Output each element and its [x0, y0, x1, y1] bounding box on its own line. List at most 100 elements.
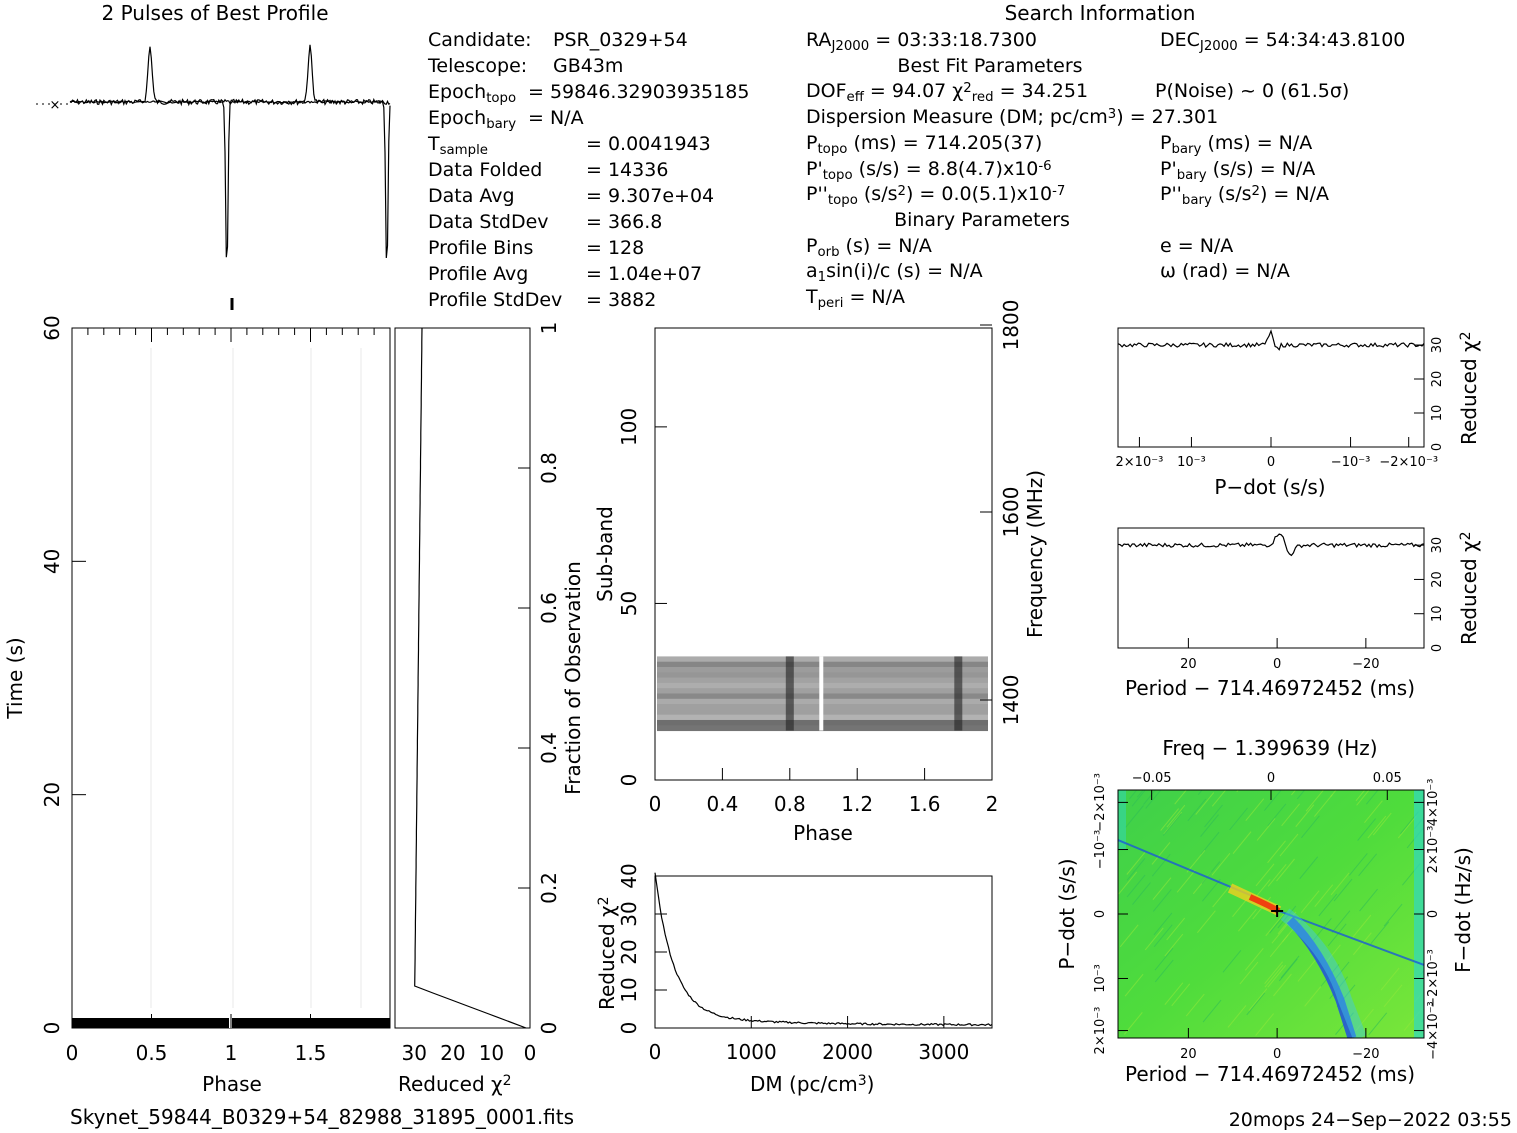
pbary-text: Pbary (ms) = N/A	[1160, 132, 1312, 157]
ppdot-top-tick-2: 0.05	[1373, 771, 1402, 786]
subband-xtick-5: 2	[986, 792, 999, 816]
subband-y2label: Frequency (MHz)	[1023, 470, 1047, 638]
pdot-xtick-4: −2×10⁻³	[1379, 455, 1438, 470]
pdot-ytick-0: 0	[1430, 443, 1445, 451]
time-chi-ylabel: Fraction of Observation	[561, 561, 585, 795]
phase-time-xlabel: Phase	[202, 1072, 262, 1096]
ppdot-xtick-0: 20	[1180, 1047, 1197, 1062]
profile-curve-bottom	[69, 100, 391, 259]
dm-ytick-0: 0	[617, 1022, 641, 1035]
search-info-title: Search Information	[1005, 1, 1196, 25]
period-ytick-0: 0	[1430, 644, 1445, 652]
subband-y2tick-1: 1600	[999, 487, 1023, 538]
phase-time-xtick-3: 1.5	[295, 1041, 327, 1065]
candidate-info-label-0: Candidate:	[428, 29, 532, 51]
dm-xtick-1: 1000	[726, 1040, 777, 1064]
subband-pulse-1	[954, 656, 963, 731]
dm-ytick-1: 10	[617, 977, 641, 1002]
ppdot-top-label: Freq − 1.399639 (Hz)	[1162, 736, 1377, 760]
pdot-ytick-1: 10	[1430, 405, 1445, 422]
dm-ytick-4: 40	[617, 863, 641, 888]
candidate-info-label-4: Tsample	[427, 133, 488, 158]
porb-text: Porb (s) = N/A	[806, 235, 932, 260]
subband-image	[657, 656, 988, 732]
period-xtick-1: 0	[1273, 657, 1281, 672]
dm-xtick-0: 0	[649, 1040, 662, 1064]
phase-time-xtick-2: 1	[225, 1041, 238, 1065]
candidate-info-value-8: = 128	[586, 237, 644, 259]
phase-time-streak-0	[150, 348, 152, 1008]
pddtopo-text: P''topo (s/s2) = 0.0(5.1)x10-7	[806, 183, 1065, 208]
subband-xtick-2: 0.8	[774, 792, 806, 816]
phase-time-streak-3	[360, 348, 362, 1008]
ppdot-y2label: F−dot (Hz/s)	[1451, 847, 1475, 973]
time-chi-ytick-5: 1	[537, 322, 561, 335]
e-text: e = N/A	[1160, 235, 1233, 257]
ppdot-y2tick-0: −4×10⁻³	[1426, 1001, 1441, 1060]
dm-text: Dispersion Measure (DM; pc/cm3) = 27.301	[806, 106, 1218, 128]
pdot-frame	[1117, 327, 1425, 448]
phase-time-frame	[71, 327, 391, 1029]
candidate-info-value-7: = 366.8	[586, 211, 662, 233]
dm-xtick-2: 2000	[822, 1040, 873, 1064]
pdot-ytick-2: 20	[1430, 371, 1445, 388]
pdot-xtick-0: 2×10⁻³	[1116, 455, 1164, 470]
time-chi-xlabel: Reduced χ2	[398, 1072, 512, 1096]
ppdot-ytick-1: 10⁻³	[1093, 964, 1108, 993]
profile-errorbar-marker: ×	[50, 98, 61, 113]
best-fit-title: Best Fit Parameters	[897, 55, 1082, 77]
pdot-xtick-1: 10⁻³	[1177, 455, 1206, 470]
footer-timestamp: 20mops 24−Sep−2022 03:55	[1229, 1109, 1512, 1131]
ppdot-ytick-4: −2×10⁻³	[1093, 773, 1108, 832]
period-ylabel: Reduced χ2	[1457, 531, 1481, 645]
ppdot-ytick-3: −10⁻³	[1093, 830, 1108, 870]
time-chi-xtick-2: 10	[479, 1041, 504, 1065]
candidate-info-value-3: = N/A	[528, 107, 584, 129]
candidate-info-value-10: = 3882	[586, 289, 656, 311]
time-chi-ytick-2: 0.4	[537, 732, 561, 764]
period-frame	[1117, 527, 1425, 649]
dm-ylabel: Reduced χ2	[595, 896, 619, 1010]
phase-time-ytick-0: 0	[40, 1022, 64, 1035]
omega-text: ω (rad) = N/A	[1160, 260, 1290, 282]
dm-curve	[654, 872, 993, 1027]
pdot-xtick-3: −10⁻³	[1331, 455, 1371, 470]
profile-title: 2 Pulses of Best Profile	[102, 1, 329, 25]
candidate-info-value-1: GB43m	[553, 55, 623, 77]
ppdot-top-tick-1: 0	[1267, 771, 1275, 786]
ra-text: RAJ2000 = 03:33:18.7300	[806, 29, 1037, 54]
subband-ytick-2: 100	[617, 408, 641, 446]
candidate-info-label-2: Epochtopo	[428, 81, 516, 106]
time-chi-ytick-1: 0.2	[537, 872, 561, 904]
phase-time-xtick-1: 0.5	[136, 1041, 168, 1065]
phase-time-ytick-2: 40	[40, 549, 64, 574]
phase-time-xtick-0: 0	[66, 1041, 79, 1065]
dm-xtick-3: 3000	[918, 1040, 969, 1064]
ppdot-xtick-1: 0	[1273, 1047, 1281, 1062]
candidate-info-label-10: Profile StdDev	[428, 289, 562, 311]
dof-chi-text: DOFeff = 94.07 χ2red = 34.251	[806, 80, 1088, 105]
subband-y2tick-2: 1800	[999, 300, 1023, 351]
pnoise-text: P(Noise) ~ 0 (61.5σ)	[1155, 80, 1349, 102]
phase-time-streak-2	[310, 348, 312, 1008]
dm-ytick-2: 20	[617, 939, 641, 964]
subband-xlabel: Phase	[793, 821, 853, 845]
candidate-info-label-6: Data Avg	[428, 185, 515, 207]
period-ytick-3: 30	[1430, 537, 1445, 554]
time-chi-xtick-1: 20	[440, 1041, 465, 1065]
time-chi-xtick-0: 30	[402, 1041, 427, 1065]
phase-time-streak-1	[232, 348, 234, 1008]
candidate-info-label-8: Profile Bins	[428, 237, 533, 259]
subband-xtick-4: 1.6	[909, 792, 941, 816]
pdtopo-text: P'topo (s/s) = 8.8(4.7)x10-6	[806, 158, 1052, 183]
a1-text: a1sin(i)/c (s) = N/A	[806, 260, 983, 285]
time-chi-ytick-0: 0	[537, 1022, 561, 1035]
phase-time-ytick-3: 60	[40, 315, 64, 340]
ppdot-ytick-0: 2×10⁻³	[1093, 1007, 1108, 1055]
subband-ytick-0: 0	[617, 774, 641, 787]
ppdot-top-tick-0: −0.05	[1132, 771, 1172, 786]
candidate-info-value-2: = 59846.32903935185	[528, 81, 749, 103]
footer-filename: Skynet_59844_B0329+54_82988_31895_0001.f…	[70, 1105, 574, 1129]
subband-ytick-1: 50	[617, 591, 641, 616]
